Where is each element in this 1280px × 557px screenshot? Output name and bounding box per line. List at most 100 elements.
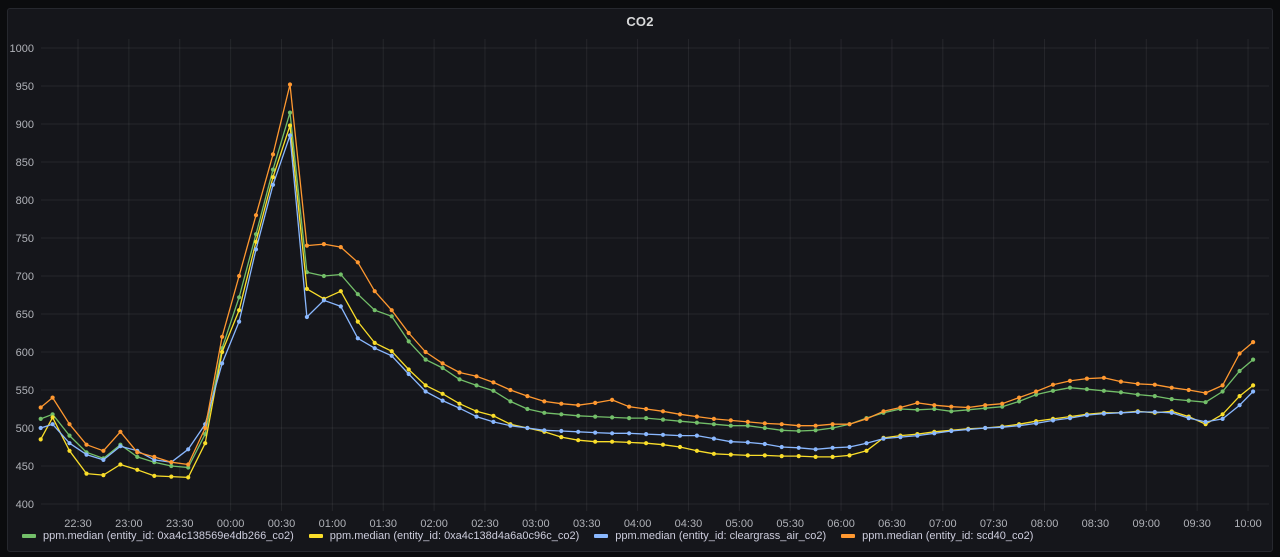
- data-point: [270, 167, 276, 172]
- data-point: [728, 418, 733, 423]
- data-point: [440, 398, 445, 403]
- y-tick-label: 550: [16, 385, 34, 397]
- data-point: [847, 444, 852, 450]
- data-point: [796, 428, 801, 434]
- data-point: [542, 410, 547, 415]
- data-point: [1251, 389, 1256, 394]
- series-4: [38, 82, 1256, 467]
- data-point: [253, 247, 259, 252]
- x-tick-label: 06:30: [878, 518, 906, 529]
- y-tick-label: 900: [16, 119, 34, 131]
- data-point: [1251, 383, 1256, 388]
- legend-item-2[interactable]: ppm.median (entity_id: 0xa4c138d4a6a0c96…: [308, 530, 580, 542]
- data-point: [1169, 385, 1174, 390]
- y-tick-label: 650: [16, 309, 34, 321]
- x-tick-label: 08:30: [1082, 518, 1110, 529]
- data-point: [67, 433, 72, 438]
- data-point: [1034, 392, 1039, 397]
- data-point: [186, 465, 191, 470]
- panel-header[interactable]: CO2: [8, 9, 1272, 33]
- data-point: [237, 273, 242, 279]
- legend-series-label: ppm.median (entity_id: 0xa4c138569e4db26…: [43, 530, 294, 542]
- x-tick-label: 09:30: [1183, 518, 1211, 529]
- legend-item-3[interactable]: ppm.median (entity_id: cleargrass_air_co…: [594, 530, 826, 542]
- data-point: [67, 441, 72, 446]
- x-tick-label: 22:30: [64, 518, 92, 529]
- data-point: [1237, 368, 1242, 374]
- panel-title: CO2: [626, 13, 654, 29]
- data-point: [1084, 376, 1089, 381]
- data-point: [101, 448, 106, 453]
- legend-item-4[interactable]: ppm.median (entity_id: scd40_co2): [841, 530, 1033, 542]
- data-point: [966, 405, 971, 410]
- data-point: [38, 405, 43, 410]
- data-point: [389, 349, 394, 354]
- data-point: [1000, 425, 1005, 430]
- data-point: [1135, 392, 1140, 397]
- data-point: [762, 421, 767, 426]
- data-point: [694, 420, 700, 425]
- data-point: [644, 432, 649, 437]
- data-point: [542, 428, 547, 433]
- data-point: [38, 437, 43, 442]
- data-point: [593, 400, 598, 405]
- x-tick-label: 06:00: [827, 518, 855, 529]
- data-point: [627, 416, 632, 421]
- data-point: [1220, 412, 1225, 417]
- data-point: [796, 445, 801, 450]
- legend-item-1[interactable]: ppm.median (entity_id: 0xa4c138569e4db26…: [22, 530, 294, 542]
- data-point: [677, 433, 683, 438]
- data-point: [627, 404, 632, 409]
- data-point: [1050, 382, 1056, 387]
- data-point: [864, 416, 869, 421]
- data-point: [372, 340, 377, 345]
- data-point: [253, 213, 259, 218]
- x-tick-label: 23:30: [166, 518, 194, 529]
- data-point: [84, 452, 89, 457]
- data-point: [1237, 351, 1242, 356]
- data-point: [779, 422, 784, 427]
- data-point: [440, 365, 445, 371]
- data-point: [915, 407, 920, 412]
- x-tick-label: 23:00: [115, 518, 143, 529]
- data-point: [559, 412, 564, 417]
- data-point: [1203, 419, 1208, 424]
- data-point: [304, 314, 309, 320]
- legend-series-label: ppm.median (entity_id: scd40_co2): [862, 530, 1034, 542]
- data-point: [474, 409, 479, 414]
- data-point: [101, 473, 106, 478]
- x-tick-label: 00:00: [217, 518, 245, 529]
- data-point: [898, 405, 903, 410]
- data-point: [949, 404, 954, 409]
- data-point: [525, 406, 530, 412]
- data-point: [1084, 413, 1089, 418]
- legend-series-color-dash: [22, 534, 36, 538]
- data-point: [627, 440, 632, 445]
- data-point: [1000, 404, 1005, 409]
- legend-series-label: ppm.median (entity_id: 0xa4c138d4a6a0c96…: [329, 530, 580, 542]
- data-point: [50, 395, 55, 400]
- data-point: [627, 431, 632, 436]
- data-point: [983, 403, 988, 408]
- plot-hover-area[interactable]: [41, 39, 1269, 511]
- data-point: [474, 374, 479, 379]
- y-tick-label: 850: [16, 157, 34, 169]
- data-point: [457, 401, 462, 406]
- x-tick-label: 07:00: [929, 518, 957, 529]
- y-tick-label: 450: [16, 461, 34, 473]
- data-point: [1017, 395, 1022, 400]
- data-point: [677, 419, 683, 424]
- data-point: [576, 429, 581, 434]
- data-point: [559, 401, 564, 406]
- data-point: [406, 371, 411, 377]
- data-point: [745, 440, 750, 445]
- data-point: [762, 453, 767, 458]
- data-point: [677, 412, 683, 417]
- data-point: [1135, 409, 1140, 415]
- data-point: [1017, 423, 1022, 428]
- data-point: [660, 442, 666, 447]
- data-point: [220, 334, 225, 339]
- data-point: [355, 336, 360, 341]
- data-point: [355, 319, 360, 324]
- co2-time-series-chart[interactable]: 400 450 500 550 600 650 700 750 800 850 900 950 1000…: [8, 9, 1274, 529]
